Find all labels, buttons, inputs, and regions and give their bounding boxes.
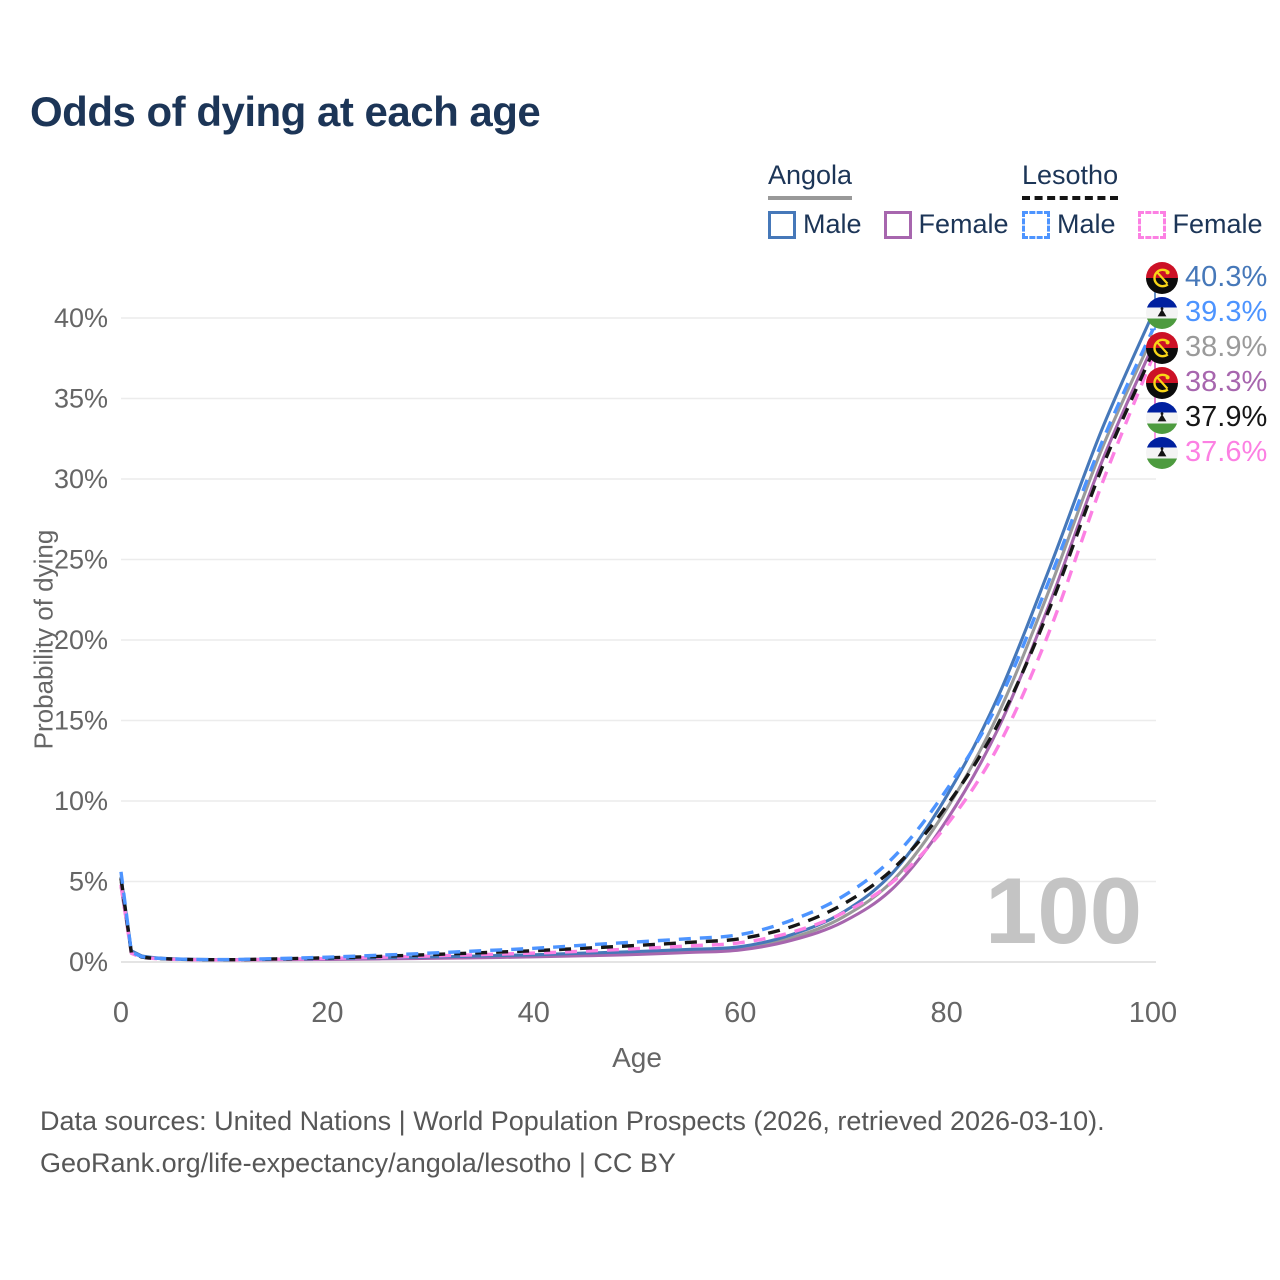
angola-flag-icon (1146, 261, 1178, 294)
y-axis-title: Probability of dying (28, 529, 59, 750)
x-tick-label: 100 (1129, 997, 1177, 1029)
legend-country-angola: Angola (768, 160, 853, 200)
angola-flag-icon (1146, 366, 1178, 399)
end-label-value: 40.3% (1185, 261, 1268, 293)
lesotho-female-swatch-icon (1137, 210, 1166, 239)
end-label-value: 38.3% (1185, 366, 1268, 398)
footer: Data sources: United Nations | World Pop… (40, 1100, 1105, 1184)
x-axis-title: Age (612, 1042, 662, 1073)
legend-item-lesotho-male[interactable]: Male (1022, 209, 1116, 240)
end-label-value: 37.9% (1185, 401, 1268, 433)
chart-legend: Angola Male Female Lesotho Male (0, 160, 1280, 250)
legend-item-label: Male (803, 209, 862, 239)
series-end-labels: 40.3% 39.3% 38.9% 38.3% (1146, 260, 1267, 470)
end-label-value: 39.3% (1185, 296, 1268, 328)
y-tick-label: 40% (54, 303, 108, 333)
y-tick-label: 5% (69, 867, 108, 897)
x-tick-label: 80 (930, 997, 962, 1029)
end-label-row: 38.9% (1146, 330, 1267, 365)
legend-item-angola-female[interactable]: Female (883, 209, 1009, 240)
end-label-row: 37.6% (1146, 435, 1267, 470)
y-tick-label: 0% (69, 947, 108, 977)
end-label-value: 37.6% (1185, 436, 1268, 468)
lesotho-flag-icon (1146, 296, 1178, 329)
legend-group-lesotho: Lesotho Male Female (1022, 160, 1280, 240)
end-label-row: 37.9% (1146, 400, 1267, 435)
end-label-value: 38.9% (1185, 331, 1268, 363)
series-line-lesotho-male (119, 328, 1155, 962)
x-tick-label: 60 (724, 997, 756, 1029)
lesotho-flag-icon (1146, 436, 1178, 469)
footer-attribution-link[interactable]: GeoRank.org/life-expectancy/angola/lesot… (40, 1148, 676, 1178)
x-tick-label: 0 (113, 997, 129, 1029)
legend-item-label: Female (918, 209, 1009, 239)
footer-data-sources: Data sources: United Nations | World Pop… (40, 1106, 1105, 1136)
y-tick-label: 15% (54, 706, 108, 736)
y-tick-label: 10% (54, 786, 108, 816)
series-line-lesotho-both (119, 351, 1155, 962)
legend-item-angola-male[interactable]: Male (768, 209, 862, 240)
end-label-row: 39.3% (1146, 295, 1267, 330)
angola-male-swatch-icon (768, 210, 796, 239)
legend-group-angola: Angola Male Female (768, 160, 1031, 240)
end-label-row: 38.3% (1146, 365, 1267, 400)
legend-item-label: Female (1172, 209, 1263, 239)
y-tick-label: 20% (54, 625, 108, 655)
lesotho-male-swatch-icon (1022, 210, 1050, 239)
legend-item-label: Male (1057, 209, 1116, 239)
y-tick-label: 35% (54, 384, 108, 414)
lesotho-flag-icon (1146, 401, 1178, 434)
x-tick-label: 40 (518, 997, 550, 1029)
y-tick-label: 25% (54, 545, 108, 575)
x-tick-label: 20 (311, 997, 343, 1029)
legend-item-lesotho-female[interactable]: Female (1137, 209, 1263, 240)
page-title: Odds of dying at each age (30, 88, 541, 135)
y-tick-label: 30% (54, 464, 108, 494)
age-indicator-watermark: 100 (985, 858, 1142, 963)
legend-country-lesotho: Lesotho (1022, 160, 1119, 200)
angola-flag-icon (1146, 331, 1178, 364)
angola-female-swatch-icon (883, 210, 912, 239)
end-label-row: 40.3% (1146, 260, 1267, 295)
